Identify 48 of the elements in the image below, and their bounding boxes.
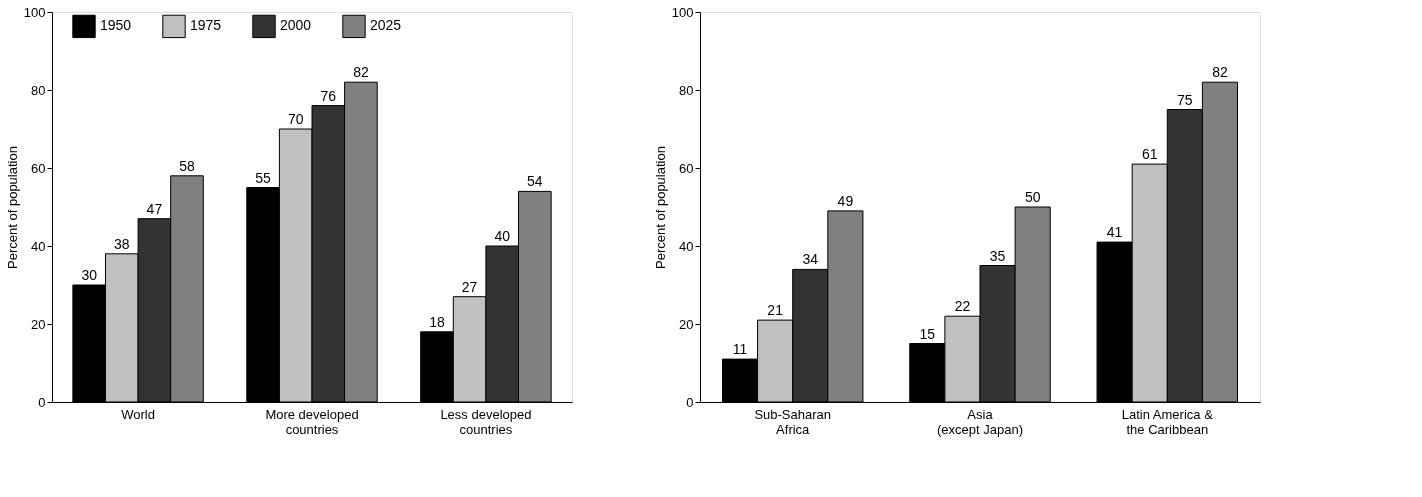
y-tick-label: 60 bbox=[31, 160, 46, 176]
x-tick-label: Less developed countries bbox=[440, 406, 532, 437]
y-tick-label: 100 bbox=[23, 4, 46, 20]
data-label: 41 bbox=[1106, 224, 1123, 241]
data-label: 82 bbox=[1212, 64, 1228, 81]
legend-label: 1975 bbox=[190, 17, 222, 34]
x-tick-label: Asia (except Japan) bbox=[937, 406, 1023, 437]
y-axis-title: Percent of population bbox=[652, 146, 668, 269]
data-label: 55 bbox=[255, 169, 272, 186]
y-axis-title: Percent of population bbox=[4, 146, 20, 269]
y-tick-label: 80 bbox=[679, 82, 694, 98]
data-label: 11 bbox=[732, 341, 748, 358]
data-label: 49 bbox=[837, 192, 854, 209]
data-label: 22 bbox=[954, 298, 971, 315]
x-tick-label: Sub-Saharan Africa bbox=[754, 406, 832, 437]
data-label: 21 bbox=[767, 302, 784, 319]
data-label: 27 bbox=[461, 278, 478, 295]
data-label: 50 bbox=[1024, 189, 1041, 205]
legend-label: 2025 bbox=[370, 17, 402, 34]
y-tick-label: 0 bbox=[686, 394, 694, 410]
legend-label: 1950 bbox=[100, 17, 132, 34]
data-label: 58 bbox=[179, 157, 195, 174]
y-tick-label: 80 bbox=[31, 82, 46, 98]
data-label: 15 bbox=[919, 325, 936, 342]
y-tick-label: 0 bbox=[38, 394, 46, 410]
data-label: 34 bbox=[802, 251, 819, 268]
data-label: 18 bbox=[429, 313, 445, 330]
y-tick-label: 40 bbox=[31, 238, 46, 254]
data-label: 76 bbox=[320, 87, 337, 104]
data-label: 40 bbox=[494, 228, 511, 244]
data-label: 30 bbox=[81, 267, 98, 283]
y-tick-label: 20 bbox=[31, 316, 46, 332]
data-label: 35 bbox=[989, 247, 1006, 264]
data-label: 82 bbox=[353, 64, 369, 81]
x-tick-label: More developed countries bbox=[265, 406, 359, 437]
y-tick-label: 20 bbox=[679, 316, 694, 332]
data-label: 54 bbox=[527, 173, 543, 190]
data-label: 47 bbox=[146, 200, 163, 217]
x-tick-label: World bbox=[121, 406, 155, 422]
data-label: 70 bbox=[287, 111, 304, 127]
legend-label: 2000 bbox=[280, 17, 312, 34]
y-tick-label: 40 bbox=[679, 238, 694, 254]
y-tick-label: 100 bbox=[671, 4, 694, 20]
data-label: 75 bbox=[1177, 91, 1193, 108]
data-label: 38 bbox=[113, 235, 130, 252]
data-label: 61 bbox=[1141, 146, 1158, 163]
y-tick-label: 60 bbox=[679, 160, 694, 176]
x-tick-label: Latin America & the Caribbean bbox=[1121, 406, 1214, 437]
